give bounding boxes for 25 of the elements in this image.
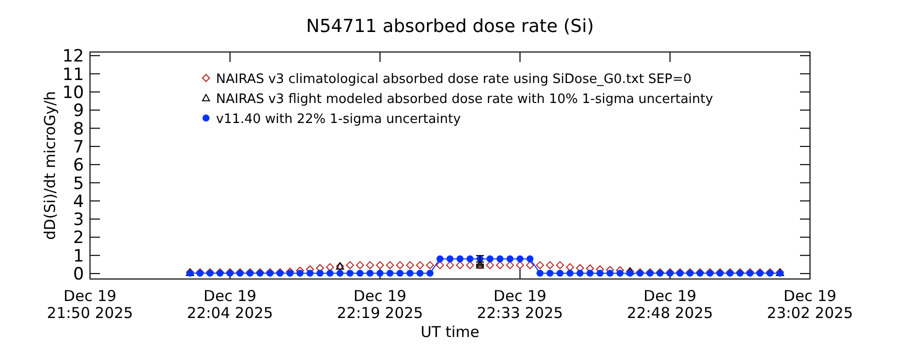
- legend-label: NAIRAS v3 flight modeled absorbed dose rate with 10% 1-sigma uncertainty: [216, 92, 714, 107]
- y-tick-label: 3: [73, 210, 84, 230]
- y-tick-label: 1: [73, 246, 84, 266]
- chart-title: N54711 absorbed dose rate (Si): [306, 16, 594, 37]
- y-tick-label: 5: [73, 174, 84, 194]
- x-tick-label: Dec 19 22:33 2025: [476, 287, 564, 322]
- legend-label: v11.40 with 22% 1-sigma uncertainty: [216, 112, 462, 127]
- x-axis-title: UT time: [420, 323, 480, 341]
- y-axis-title: dD(Si)/dt microGy/h: [41, 91, 59, 240]
- x-tick-label: Dec 19 22:04 2025: [186, 287, 274, 322]
- x-tick-label: Dec 19 21:50 2025: [46, 287, 134, 322]
- y-tick-label: 10: [62, 82, 84, 103]
- x-tick-label: Dec 19 22:19 2025: [336, 287, 424, 322]
- y-tick-label: 11: [62, 64, 84, 85]
- x-tick-label: Dec 19 23:02 2025: [766, 287, 854, 322]
- y-tick-label: 7: [73, 137, 84, 158]
- y-tick-label: 2: [73, 228, 84, 248]
- y-tick-label: 0: [73, 264, 84, 285]
- y-tick-label: 9: [73, 101, 84, 122]
- y-tick-label: 8: [73, 119, 84, 140]
- y-tick-label: 4: [73, 192, 84, 212]
- x-tick-label: Dec 19 22:48 2025: [626, 287, 714, 322]
- y-tick-label: 6: [73, 156, 84, 176]
- y-tick-label: 12: [62, 46, 84, 67]
- legend-label: NAIRAS v3 climatological absorbed dose rate using SiDose_G0.txt SEP=0: [216, 72, 692, 87]
